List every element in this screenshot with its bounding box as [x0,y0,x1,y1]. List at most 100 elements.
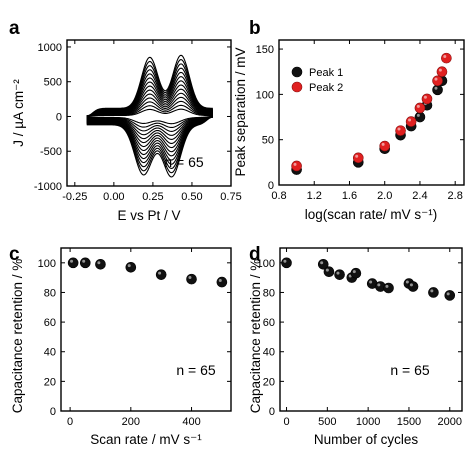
y-tick-label: 500 [44,77,62,89]
panel-b-frame [278,39,465,186]
data-point-highlight [409,283,413,287]
y-tick-label: 0 [50,406,56,418]
x-tick-label: 2000 [438,416,462,428]
panel-c-frame [60,247,232,412]
data-point [79,257,91,269]
panel-c-annotation: n = 65 [176,362,216,378]
y-tick-label: 1000 [38,42,62,54]
data-point [395,125,406,136]
data-point [414,111,426,123]
data-point [95,258,106,270]
panel-a-curves [86,54,213,178]
y-tick-label: 40 [263,347,275,359]
data-point-highlight [443,55,447,59]
data-point-highlight [218,278,222,282]
x-tick-label: 1.6 [342,190,357,202]
data-point-highlight [416,113,420,117]
x-tick-label: 2.4 [412,190,427,202]
x-tick-label: 0 [283,416,289,428]
panel-b-points [291,52,452,175]
panel-b-y-title: Peak separation / mV [233,47,248,176]
data-point [67,257,79,269]
data-point-highlight [188,276,192,280]
legend-label-peak-1: Peak 1 [309,67,343,79]
data-point-highlight [336,271,340,275]
data-point [428,287,439,298]
data-point [407,281,419,292]
panel-d-points [281,257,456,301]
data-point-highlight [352,270,356,274]
data-point [291,160,302,172]
panel-letter-c: c [9,244,20,265]
y-tick-label: 0 [268,180,274,192]
data-point-highlight [355,154,359,158]
y-tick-label: 0 [56,111,62,123]
data-point-highlight [438,68,442,72]
y-tick-label: 20 [263,376,275,388]
data-point [405,116,417,127]
y-tick-label: -1000 [34,181,62,193]
data-point-highlight [397,127,401,131]
data-point [281,257,292,269]
panel-a-x-title: E vs Pt / V [117,208,180,223]
data-point [334,269,345,280]
data-point-highlight [158,271,162,275]
y-tick-label: 20 [44,376,56,388]
data-point-highlight [446,292,450,296]
x-tick-label: 0.25 [142,191,163,203]
y-tick-label: 50 [262,135,274,147]
y-tick-label: 150 [256,44,274,56]
y-tick-label: 60 [44,317,56,329]
legend-marker-peak-2 [291,81,303,93]
data-point [436,66,448,78]
panel-a-frame [66,39,232,187]
panel-b: b 0.8 1.2 1.6 2.0 2.4 2.8 0 50 100 150 Peak 1 Pea… [233,18,465,222]
data-point-highlight [97,261,101,265]
panel-d-x-title: Number of cycles [314,432,419,447]
data-point-highlight [82,259,86,263]
x-tick-label: 0.8 [271,190,286,202]
data-point-highlight [377,283,381,287]
panel-b-ticks: 0.8 1.2 1.6 2.0 2.4 2.8 0 50 100 150 [256,40,464,202]
x-tick-label: 2.0 [377,190,392,202]
data-point [125,261,137,273]
x-tick-label: 0 [67,416,73,428]
data-point [323,266,335,278]
y-tick-label: -500 [40,146,62,158]
data-point [155,269,167,280]
panel-a: a -0.25 0.00 0.25 0.50 0.75 -1000 -500 0 500 1000… [9,18,242,223]
data-point-highlight [408,118,412,122]
legend-marker-peak-1 [291,66,303,78]
legend-label-peak-2: Peak 2 [309,82,343,94]
data-point [432,84,443,96]
panel-d-frame [279,247,463,412]
data-point-highlight [405,280,409,284]
data-point-highlight [348,274,352,278]
x-tick-label: 1500 [397,416,421,428]
data-point [216,276,228,288]
panel-letter-d: d [249,244,261,265]
x-tick-label: -0.25 [62,191,87,203]
panel-b-x-title: log(scan rate/ mV s⁻¹) [305,207,437,222]
panel-d: d 0 500 1000 1500 2000 0 20 40 60 80 100 n = 65 Nu… [248,244,463,447]
data-point-highlight [385,284,389,288]
data-point [432,75,443,87]
y-tick-label: 100 [38,258,56,270]
panel-letter-b: b [249,18,261,39]
data-point-highlight [320,261,324,265]
x-tick-label: 200 [122,416,140,428]
cv-curve [86,76,213,157]
panel-c-ticks: 0 200 400 0 20 40 60 80 100 [38,248,231,428]
panel-c: c 0 200 400 0 20 40 60 80 100 n = 65 Scan rate /… [9,244,232,447]
y-tick-label: 80 [44,287,56,299]
data-point [441,52,452,64]
data-point [379,140,391,152]
data-point-highlight [293,162,297,166]
panel-c-y-title: Capacitance retention / % [10,259,25,414]
y-tick-label: 100 [257,258,275,270]
panel-letter-a: a [9,18,20,39]
data-point-highlight [381,142,385,146]
data-point-highlight [423,95,427,99]
panel-b-legend: Peak 1 Peak 2 [291,66,343,94]
